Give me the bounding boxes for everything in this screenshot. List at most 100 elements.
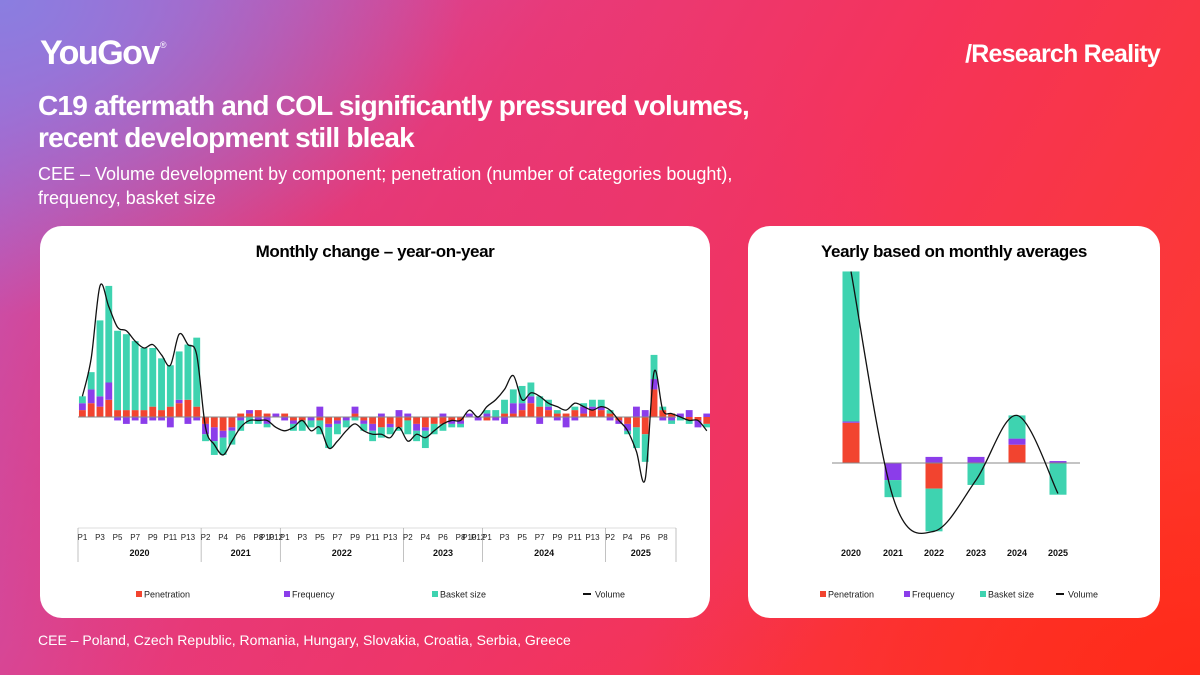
- legend-basket: Basket size: [980, 589, 1034, 600]
- bar-basket: [553, 410, 561, 414]
- bar-basket: [703, 423, 710, 428]
- bar-basket: [210, 441, 218, 455]
- bar-frequency: [562, 417, 570, 428]
- volume-line: [850, 271, 1059, 535]
- bar-frequency: [1049, 461, 1067, 463]
- period-tick-label: P5: [315, 533, 325, 542]
- bar-penetration: [360, 417, 368, 421]
- bar-penetration: [536, 406, 544, 417]
- period-tick-label: P10: [462, 533, 477, 542]
- bar-penetration: [545, 410, 552, 417]
- bar-penetration: [641, 417, 649, 435]
- bar-penetration: [589, 410, 596, 417]
- bar-frequency: [571, 417, 579, 421]
- page-title: C19 aftermath and COL significantly pres…: [38, 90, 938, 154]
- period-tick-label: P7: [130, 533, 140, 542]
- tagline: /Research Reality: [965, 40, 1161, 68]
- bar-frequency: [589, 406, 596, 411]
- bar-frequency: [158, 417, 165, 421]
- bar-penetration: [615, 417, 623, 421]
- bar-basket: [842, 271, 860, 422]
- bar-penetration: [175, 403, 183, 417]
- bar-penetration: [316, 417, 324, 421]
- bar-penetration: [553, 413, 561, 417]
- bar-basket: [263, 423, 271, 428]
- legend-basket: Basket size: [432, 589, 486, 600]
- bar-basket: [439, 423, 447, 431]
- period-tick-label: P3: [297, 533, 307, 542]
- year-label: 2021: [883, 548, 903, 558]
- year-label: 2020: [130, 548, 150, 558]
- bar-penetration: [87, 403, 95, 417]
- bar-frequency: [272, 413, 280, 417]
- bar-penetration: [228, 417, 236, 428]
- bar-frequency: [166, 417, 174, 428]
- bar-basket: [501, 399, 508, 414]
- bar-penetration: [369, 417, 377, 424]
- bar-frequency: [413, 423, 421, 431]
- bar-penetration: [202, 417, 209, 424]
- bar-frequency: [149, 417, 157, 421]
- bar-frequency: [325, 423, 333, 428]
- period-tick-label: P12: [471, 533, 486, 542]
- bar-basket: [360, 423, 368, 431]
- bar-frequency: [448, 420, 456, 424]
- bar-frequency: [842, 421, 860, 423]
- year-label: 2020: [841, 548, 861, 558]
- bar-penetration: [448, 417, 456, 421]
- bar-basket: [430, 423, 438, 435]
- bar-frequency: [967, 456, 985, 463]
- bar-penetration: [290, 417, 297, 421]
- bar-frequency: [228, 427, 236, 431]
- legend-volume: Volume: [1056, 589, 1098, 600]
- bar-frequency: [184, 417, 192, 424]
- bar-frequency: [553, 417, 561, 421]
- bar-penetration: [263, 413, 271, 417]
- bar-frequency: [333, 420, 341, 424]
- volume-line: [81, 283, 708, 483]
- legend-swatch-volume: [583, 592, 591, 595]
- bar-frequency: [615, 420, 623, 424]
- bar-basket: [342, 420, 350, 428]
- bar-basket: [448, 423, 456, 428]
- logo: YouGov®: [40, 34, 167, 72]
- bar-basket: [254, 420, 262, 424]
- period-tick-label: P4: [623, 533, 633, 542]
- bar-penetration: [632, 417, 640, 428]
- year-label: 2022: [924, 548, 944, 558]
- legend-swatch-frequency: [284, 590, 290, 597]
- period-tick-label: P6: [438, 533, 448, 542]
- bar-penetration: [254, 410, 262, 417]
- bar-penetration: [149, 406, 157, 417]
- title-line-1: C19 aftermath and COL significantly pres…: [38, 90, 750, 121]
- bar-penetration: [105, 399, 113, 417]
- subtitle: CEE – Volume development by component; p…: [38, 162, 938, 210]
- bar-frequency: [351, 406, 359, 414]
- bar-basket: [641, 434, 649, 462]
- bar-basket: [158, 358, 165, 411]
- bar-penetration: [571, 410, 579, 417]
- bar-penetration: [413, 417, 421, 424]
- bar-basket: [114, 330, 122, 411]
- year-label: 2023: [433, 548, 453, 558]
- bar-basket: [149, 348, 157, 407]
- period-tick-label: P3: [500, 533, 510, 542]
- period-tick-label: P8: [658, 533, 668, 542]
- year-label: 2025: [631, 548, 651, 558]
- yearly-chart-panel: Yearly based on monthly averages 2020 202…: [748, 226, 1160, 618]
- bar-frequency: [925, 456, 943, 463]
- bar-penetration: [580, 413, 588, 417]
- year-label: 2022: [332, 548, 352, 558]
- bar-penetration: [237, 413, 245, 417]
- bar-penetration: [501, 413, 508, 417]
- bar-basket: [140, 348, 148, 411]
- bar-penetration: [509, 413, 517, 417]
- bar-basket: [589, 399, 596, 407]
- bar-basket: [404, 420, 412, 435]
- bar-frequency: [509, 403, 517, 414]
- bar-basket: [87, 372, 95, 390]
- bar-frequency: [421, 427, 429, 431]
- bar-penetration: [659, 410, 667, 417]
- bar-basket: [1049, 463, 1067, 495]
- bar-frequency: [307, 417, 315, 421]
